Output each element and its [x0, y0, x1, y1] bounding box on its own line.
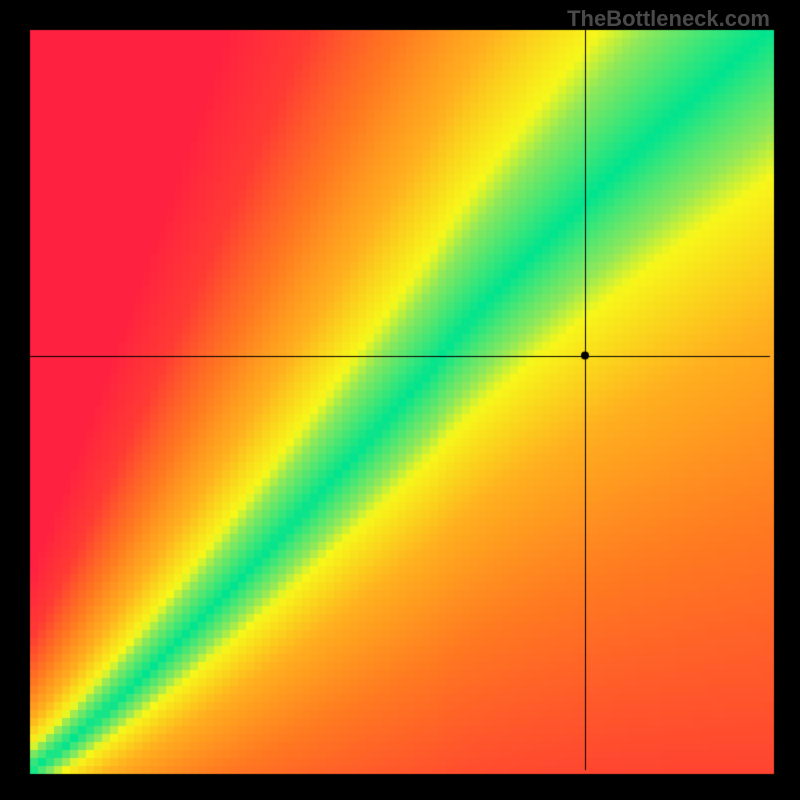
chart-container: TheBottleneck.com [0, 0, 800, 800]
bottleneck-heatmap [0, 0, 800, 800]
watermark-text: TheBottleneck.com [567, 6, 770, 32]
